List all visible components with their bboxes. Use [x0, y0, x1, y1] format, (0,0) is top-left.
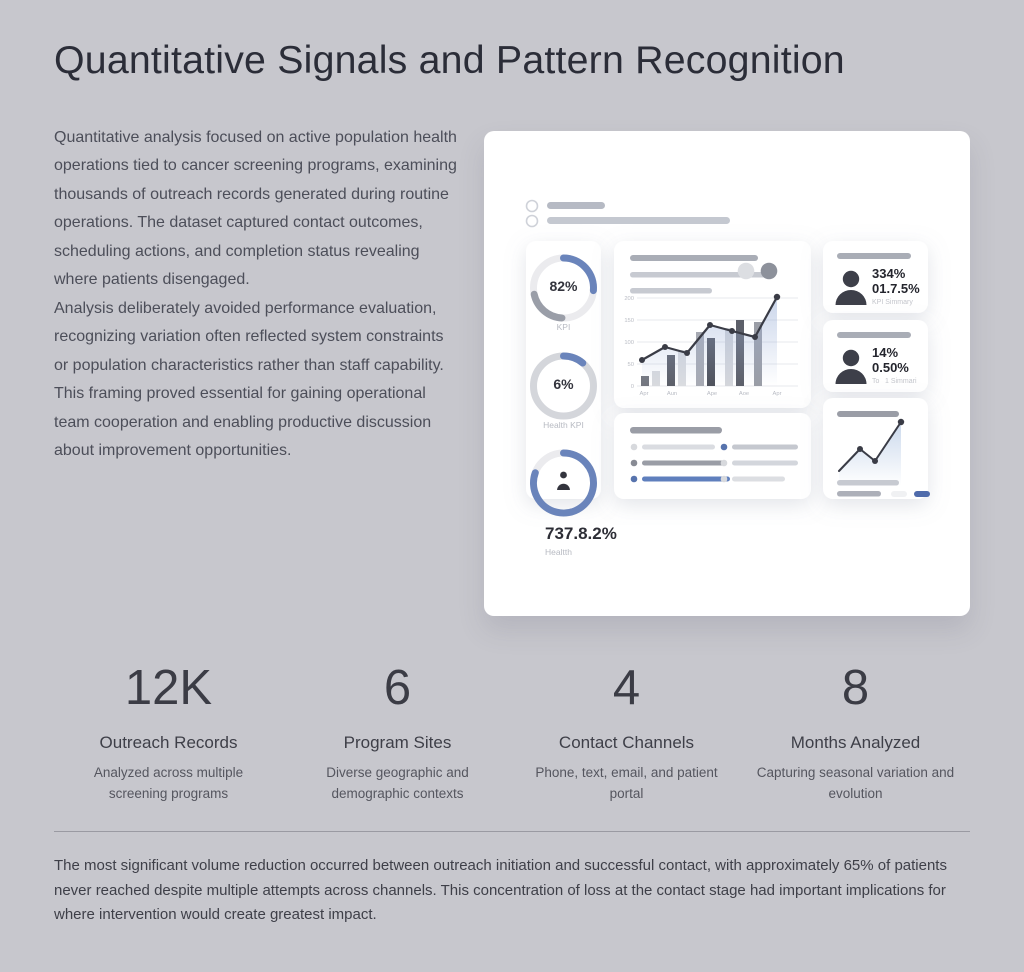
svg-text:Ape: Ape — [707, 391, 717, 397]
svg-text:0.50%: 0.50% — [872, 360, 909, 375]
svg-text:To1 Simmari: To1 Simmari — [872, 378, 917, 385]
svg-text:200: 200 — [624, 296, 634, 302]
svg-text:Aoe: Aoe — [739, 391, 749, 397]
svg-text:737.8.2%: 737.8.2% — [545, 524, 617, 543]
svg-text:82%: 82% — [549, 278, 578, 294]
svg-text:Aun: Aun — [667, 391, 677, 397]
svg-text:14%: 14% — [872, 345, 898, 360]
svg-text:KPI Simmary: KPI Simmary — [872, 299, 913, 306]
svg-text:50: 50 — [628, 362, 634, 368]
svg-text:6%: 6% — [553, 376, 574, 392]
svg-text:01.7.5%: 01.7.5% — [872, 281, 920, 296]
svg-text:KPI: KPI — [557, 322, 571, 332]
svg-text:100: 100 — [624, 340, 634, 346]
svg-text:Healtth: Healtth — [545, 547, 572, 557]
svg-text:334%: 334% — [872, 266, 906, 281]
svg-text:0: 0 — [631, 384, 634, 390]
svg-text:150: 150 — [624, 318, 634, 324]
svg-text:Health KPI: Health KPI — [543, 420, 584, 430]
svg-text:Apr: Apr — [639, 391, 648, 397]
svg-text:Apr: Apr — [772, 391, 781, 397]
